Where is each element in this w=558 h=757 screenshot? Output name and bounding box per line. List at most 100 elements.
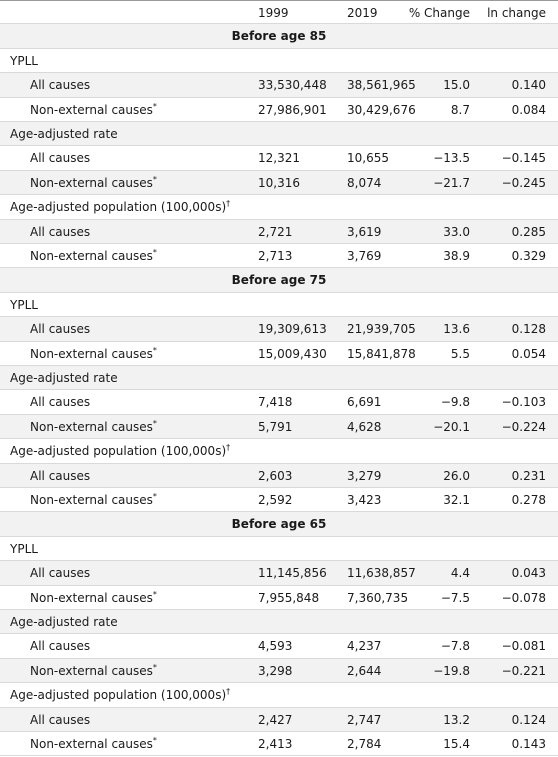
row-label-text: Non-external causes xyxy=(30,419,153,434)
row-label-text: All causes xyxy=(30,468,91,483)
cell-value: 32.1 xyxy=(443,488,470,512)
footnote-mark: † xyxy=(226,687,231,697)
cell-value: 0.054 xyxy=(512,342,546,366)
cell-value-text: 15,009,430 xyxy=(258,346,327,361)
footnote-mark: * xyxy=(152,174,157,184)
group-label-text: Age-adjusted rate xyxy=(10,615,118,629)
row-label: All causes xyxy=(30,708,90,732)
cell-value-text: 11,638,857 xyxy=(347,566,416,581)
cell-value: 3,423 xyxy=(347,488,381,512)
cell-value-text: 0.043 xyxy=(511,566,546,581)
cell-value-text: 3,423 xyxy=(347,493,382,507)
column-header-text: ln change xyxy=(487,6,546,20)
cell-value: 4,593 xyxy=(258,634,292,658)
group-label: Age-adjusted population (100,000s)† xyxy=(10,439,230,463)
row-label-text: Non-external causes xyxy=(30,102,153,117)
cell-value: −7.5 xyxy=(441,586,470,610)
data-row: Non-external causes* 10,316 8,074 −21.7 −0.2… xyxy=(0,170,558,196)
cell-value-text: −9.8 xyxy=(440,395,470,410)
group-label-text: YPLL xyxy=(10,53,38,68)
cell-value: −0.145 xyxy=(502,146,546,170)
cell-value: 19,309,613 xyxy=(258,317,327,341)
section-row: Before age 65 xyxy=(0,512,558,537)
row-label: All causes xyxy=(30,634,90,658)
cell-value-text: 33,530,448 xyxy=(258,78,327,93)
section-title: Before age 85 xyxy=(0,24,558,48)
group-label-text: Age-adjusted rate xyxy=(10,127,118,141)
cell-value-text: 2,644 xyxy=(347,663,382,678)
cell-value-text: 38,561,965 xyxy=(347,78,416,93)
cell-value-text: 2,784 xyxy=(347,737,382,751)
row-label: Non-external causes* xyxy=(30,415,157,439)
group-label: Age-adjusted rate xyxy=(10,610,118,634)
cell-value: 2,713 xyxy=(258,244,292,268)
cell-value-text: 27,986,901 xyxy=(258,102,327,117)
footnote-mark: * xyxy=(152,736,157,745)
group-row: Age-adjusted population (100,000s)† xyxy=(0,683,558,708)
cell-value: 11,638,857 xyxy=(347,561,416,585)
row-label-text: All causes xyxy=(30,395,91,410)
cell-value: −0.078 xyxy=(502,586,546,610)
cell-value-text: 0.084 xyxy=(511,102,546,117)
row-label: All causes xyxy=(30,317,90,341)
cell-value-text: 10,655 xyxy=(347,151,389,166)
cell-value-text: 13.2 xyxy=(443,712,470,727)
footnote-mark: * xyxy=(152,248,157,257)
row-label-text: All causes xyxy=(30,224,91,239)
section-title-text: Before age 65 xyxy=(231,517,327,532)
cell-value-text: 3,769 xyxy=(347,249,382,263)
cell-value: −0.081 xyxy=(502,634,546,658)
footnote-mark: * xyxy=(152,589,157,599)
row-label-text: All causes xyxy=(30,322,91,337)
cell-value: 0.329 xyxy=(512,244,546,268)
data-row: Non-external causes* 2,713 3,769 38.9 0.329 xyxy=(0,244,558,269)
cell-value: 0.231 xyxy=(512,464,546,488)
cell-value: −0.221 xyxy=(502,659,546,683)
cell-value-text: 38.9 xyxy=(443,249,470,263)
cell-value-text: 2,747 xyxy=(347,712,382,727)
cell-value-text: −0.221 xyxy=(501,663,546,678)
group-label-text: Age-adjusted population (100,000s) xyxy=(10,444,227,459)
column-header-text: 1999 xyxy=(258,6,289,20)
cell-value: −9.8 xyxy=(441,390,470,414)
column-header: ln change xyxy=(487,1,546,25)
cell-value-text: 30,429,676 xyxy=(347,102,416,117)
cell-value-text: 26.0 xyxy=(443,468,470,483)
cell-value-text: 7,360,735 xyxy=(347,590,409,605)
cell-value: −13.5 xyxy=(433,146,470,170)
cell-value-text: 0.278 xyxy=(511,493,546,507)
group-label-text: Age-adjusted rate xyxy=(10,371,118,385)
cell-value: 0.285 xyxy=(512,220,546,244)
data-row: All causes 2,603 3,279 26.0 0.231 xyxy=(0,463,558,488)
cell-value: 2,784 xyxy=(347,732,381,756)
cell-value-text: 7,418 xyxy=(258,395,293,410)
cell-value-text: 33.0 xyxy=(443,224,470,239)
data-row: All causes 2,427 2,747 13.2 0.124 xyxy=(0,707,558,732)
row-label-text: All causes xyxy=(30,151,91,166)
cell-value: 4,237 xyxy=(347,634,381,658)
cell-value: 0.128 xyxy=(512,317,546,341)
cell-value: 30,429,676 xyxy=(347,98,416,122)
cell-value-text: −7.8 xyxy=(440,639,470,654)
group-label-text: Age-adjusted population (100,000s) xyxy=(10,200,227,215)
group-row: Age-adjusted population (100,000s)† xyxy=(0,195,558,220)
row-label-text: Non-external causes xyxy=(30,249,153,263)
cell-value-text: 2,592 xyxy=(258,493,293,507)
section-title-text: Before age 75 xyxy=(231,273,327,288)
cell-value-text: 15.0 xyxy=(443,78,470,93)
group-row: YPLL xyxy=(0,293,558,318)
data-row: Non-external causes* 3,298 2,644 −19.8 −0.22… xyxy=(0,658,558,684)
group-row: Age-adjusted rate xyxy=(0,122,558,147)
cell-value: −21.7 xyxy=(433,171,470,195)
cell-value: 8.7 xyxy=(451,98,470,122)
cell-value: 7,360,735 xyxy=(347,586,408,610)
cell-value: 33,530,448 xyxy=(258,73,327,97)
cell-value-text: −0.078 xyxy=(501,590,546,605)
cell-value-text: 2,427 xyxy=(258,712,293,727)
cell-value-text: 0.054 xyxy=(511,346,546,361)
row-label-text: Non-external causes xyxy=(30,737,153,751)
group-label-text: YPLL xyxy=(10,541,38,556)
cell-value-text: 0.285 xyxy=(511,224,546,239)
cell-value: 2,644 xyxy=(347,659,381,683)
